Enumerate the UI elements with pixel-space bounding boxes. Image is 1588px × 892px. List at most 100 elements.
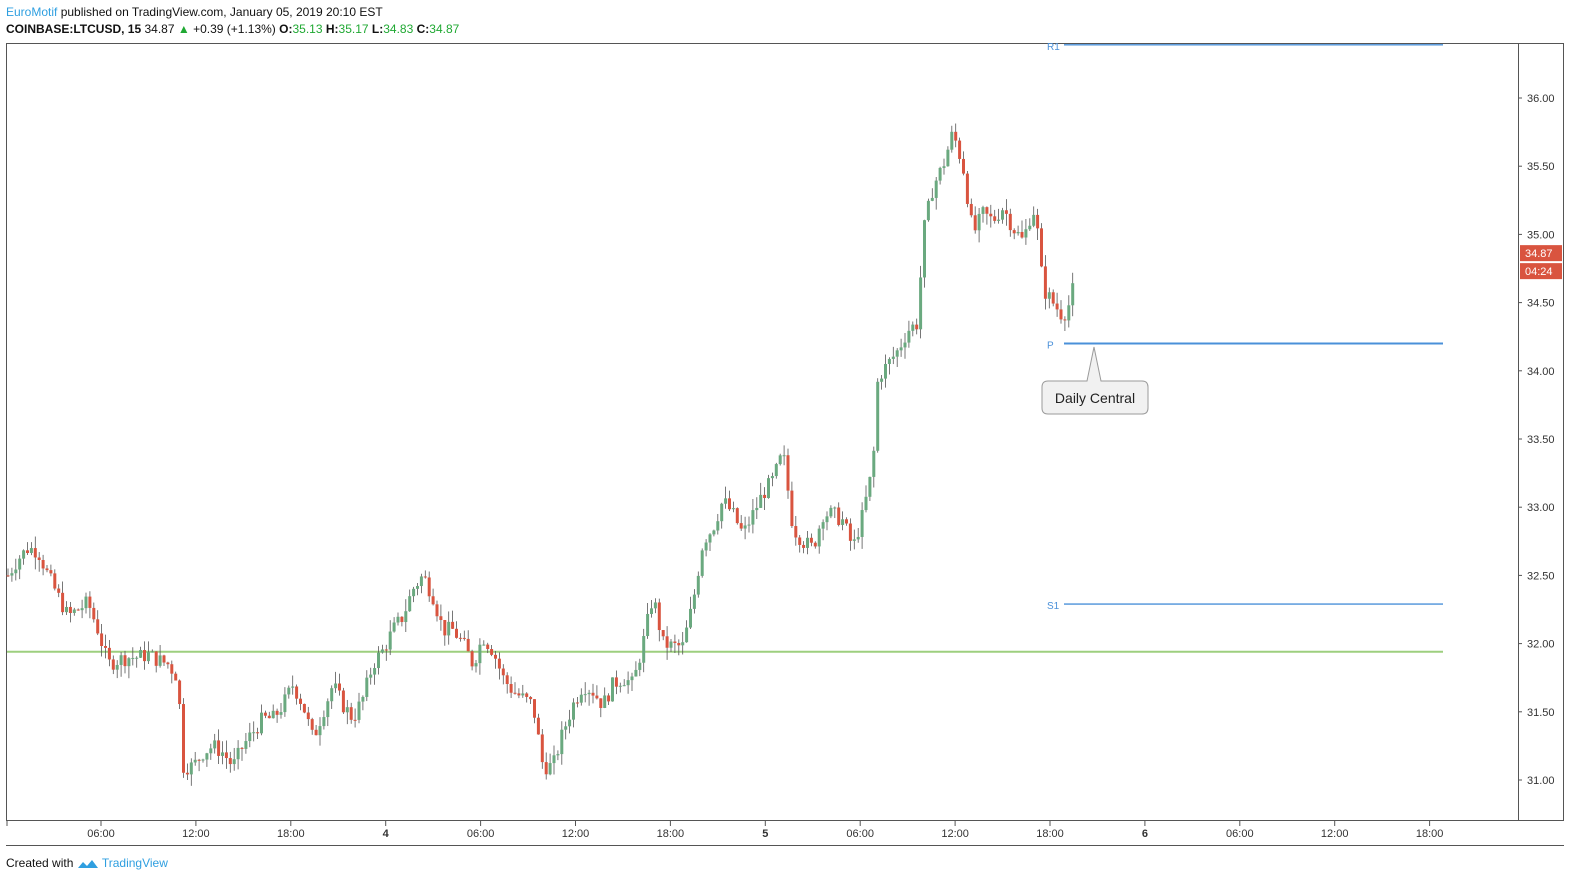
candle-body (856, 536, 860, 540)
candle-body (1059, 309, 1063, 320)
candle-body (283, 694, 287, 713)
pivot-label-s1: S1 (1047, 601, 1060, 612)
candle-body (891, 356, 895, 359)
candle-body (774, 464, 778, 477)
candle-body (837, 507, 841, 525)
candle-body (197, 759, 201, 761)
candle-body (435, 604, 439, 617)
candle-body (657, 602, 661, 631)
tradingview-logo-icon (77, 856, 102, 870)
author-link[interactable]: EuroMotif (6, 5, 58, 19)
candle-body (228, 758, 232, 765)
candle-body (486, 644, 490, 650)
candle-body (373, 668, 377, 675)
candle-body (552, 755, 556, 764)
last-price-tag-text: 34.87 (1525, 248, 1553, 260)
candle-body (969, 203, 973, 216)
candle-body (942, 166, 946, 168)
candle-body (490, 649, 494, 655)
candle-body (478, 644, 482, 664)
x-tick-label: 12:00 (562, 828, 590, 840)
candle-body (256, 732, 260, 734)
candle-body (903, 342, 907, 348)
candle-body (318, 726, 322, 736)
candle-body (809, 537, 813, 543)
candle-body (751, 510, 755, 525)
candle-body (263, 712, 267, 716)
candle-body (232, 759, 236, 765)
candle-body (720, 503, 724, 522)
candle-body (107, 647, 111, 660)
candle-body (587, 692, 591, 695)
candle-body (533, 699, 536, 718)
candle-body (540, 734, 544, 763)
candle-body (509, 684, 513, 693)
candle-body (22, 550, 26, 559)
candle-body (572, 702, 575, 720)
candle-body (193, 759, 197, 763)
candle-body (1047, 292, 1051, 299)
candle-body (989, 213, 993, 217)
candle-body (14, 569, 18, 574)
candle-body (716, 521, 720, 531)
close-value: 34.87 (429, 22, 460, 36)
candle-body (821, 522, 825, 529)
candle-body (416, 586, 419, 589)
candle-body (178, 680, 182, 705)
candle-body (665, 636, 669, 648)
candle-body (252, 732, 256, 734)
candle-body (825, 516, 829, 523)
candle-body (673, 641, 677, 643)
candle-body (923, 220, 926, 278)
candle-body (798, 537, 802, 545)
candle-body (677, 642, 681, 646)
candle-body (880, 378, 884, 382)
candle-body (517, 693, 521, 696)
candle-body (884, 363, 887, 379)
candle-body (143, 650, 146, 662)
candle-body (267, 715, 271, 719)
candle-body (29, 548, 33, 554)
candle-body (778, 455, 782, 465)
candle-body (150, 651, 154, 653)
candle-body (650, 608, 653, 614)
candle-body (536, 717, 540, 735)
candle-body (614, 677, 618, 687)
candle-body (833, 507, 837, 509)
candle-body (295, 686, 299, 699)
candle-body (630, 676, 634, 681)
x-tick-label: 12:00 (182, 828, 210, 840)
candle-body (224, 752, 228, 759)
candle-body (965, 173, 969, 204)
candle-body (68, 606, 72, 613)
x-tick-label: 18:00 (1416, 828, 1444, 840)
y-tick-label: 34.50 (1527, 298, 1555, 310)
x-tick-label: 06:00 (87, 828, 115, 840)
candle-body (439, 616, 443, 621)
x-tick-label: 6 (1142, 828, 1148, 840)
candle-body (743, 525, 747, 529)
candle-body (26, 550, 29, 554)
candle-body (53, 573, 57, 589)
candle-body (84, 596, 88, 609)
candle-body (962, 158, 965, 174)
candle-body (669, 641, 673, 648)
candle-body (591, 692, 595, 696)
candle-body (954, 131, 958, 141)
candle-body (728, 498, 731, 510)
tradingview-link[interactable]: TradingView (101, 856, 168, 870)
candle-body (279, 712, 283, 715)
candle-body (915, 324, 919, 330)
candle-body (724, 498, 728, 504)
candle-body (860, 510, 864, 537)
y-tick-label: 32.00 (1527, 639, 1555, 651)
candle-body (646, 613, 650, 637)
candle-body (170, 664, 174, 674)
candle-body (349, 707, 353, 720)
candle-body (981, 207, 985, 214)
candle-body (357, 701, 361, 720)
candle-body (345, 707, 349, 713)
candle-body (201, 759, 205, 761)
candle-body (185, 772, 189, 775)
